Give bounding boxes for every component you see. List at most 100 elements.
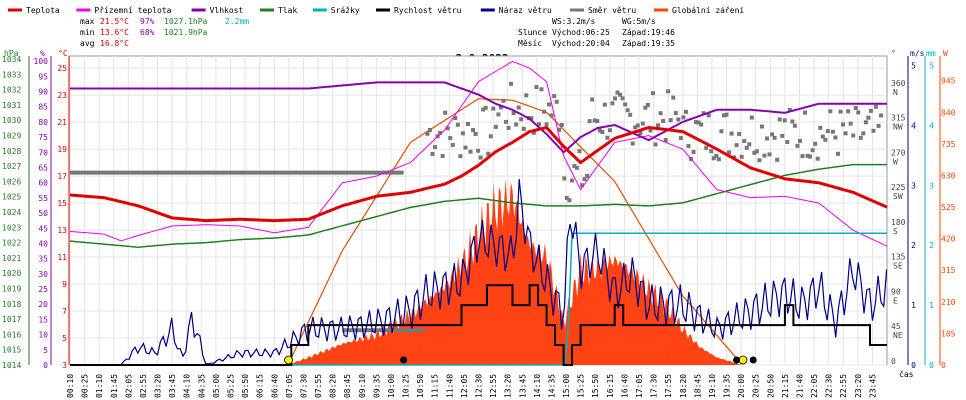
sun-moon-markers (284, 355, 757, 365)
radiation-theoretical-line (287, 98, 742, 366)
tick-percent-4: 80 (38, 118, 48, 127)
tick-rain-3: 2 (929, 241, 934, 250)
wind-direction-point-149 (803, 110, 808, 115)
wind-direction-point-67 (595, 119, 600, 124)
stats-min-press: 1021.9hPa (164, 28, 208, 37)
wind-direction-point-168 (851, 133, 856, 138)
stats-rain: 2.2mm (225, 17, 249, 26)
tick-radiation-1: 840 (941, 108, 956, 117)
tick-time-27: 12:05 (460, 374, 469, 398)
wind-direction-point-101 (681, 115, 686, 120)
wind-direction-point-62 (582, 177, 587, 182)
legend-label-3: Tlak (278, 6, 297, 15)
tick-time-1: 00:25 (81, 374, 90, 398)
wind-direction-point-82 (633, 125, 638, 130)
tick-time-12: 05:50 (241, 374, 250, 398)
wind-direction-point-61 (580, 183, 585, 188)
wind-direction-point-5 (438, 130, 443, 135)
tick-time-55: 23:45 (868, 374, 877, 398)
wind-direction-point-17 (468, 149, 473, 154)
axis-unit-direction: ° (891, 49, 896, 58)
wind-direction-point-84 (638, 131, 643, 136)
wind-direction-point-80 (628, 112, 633, 117)
tick-hpa-0: 1034 (2, 55, 21, 64)
wind-direction-point-145 (792, 123, 797, 128)
wind-direction-point-35 (514, 122, 519, 127)
tick-hpa-17: 1017 (2, 315, 21, 324)
wind-direction-point-9 (448, 136, 453, 141)
wind-direction-point-131 (757, 158, 762, 163)
wind-direction-point-95 (666, 89, 671, 94)
wind-direction-point-41 (529, 116, 534, 121)
wind-direction-point-11 (453, 116, 458, 121)
wind-direction-point-89 (650, 91, 655, 96)
stats-max-hum: 97% (140, 17, 155, 26)
moon-marker-2 (400, 356, 408, 364)
wind-direction-point-142 (785, 140, 790, 145)
series-layer (69, 60, 888, 366)
stats-max-temp: 21.5°C (100, 17, 129, 26)
wind-direction-point-139 (777, 117, 782, 122)
tick-radiation-4: 525 (941, 203, 956, 212)
plot-area (69, 55, 888, 366)
wind-direction-point-162 (835, 151, 840, 156)
tick-time-38: 16:40 (620, 374, 629, 398)
wind-direction-point-74 (612, 96, 617, 101)
legend-label-5: Rychlost větru (394, 6, 462, 15)
axis-unit-celsius: °C (58, 49, 68, 58)
wind-direction-point-47 (544, 122, 549, 127)
tick-percent-17: 15 (38, 315, 48, 324)
tick-time-15: 07:05 (285, 374, 294, 398)
wind-direction-point-83 (635, 123, 640, 128)
astro-sun-set: Západ:19:46 (622, 28, 675, 37)
wind-direction-point-79 (625, 108, 630, 113)
wind-direction-point-159 (828, 109, 833, 114)
wind-direction-point-37 (519, 117, 524, 122)
tick-celsius-10: 5 (62, 334, 67, 343)
right-axes: ° m/s mm W360N315NW270W225SW180S135SE90E45N… (891, 49, 956, 370)
wind-direction-point-179 (879, 113, 884, 118)
tick-direction-0: 360 (891, 79, 906, 88)
wind-direction-point-53 (559, 123, 564, 128)
tick-time-31: 13:45 (518, 374, 527, 398)
tick-direction-7: 45 (891, 322, 901, 331)
wind-direction-point-98 (673, 111, 678, 116)
tick-time-50: 21:40 (795, 374, 804, 398)
tick-rain-1: 4 (929, 121, 934, 130)
wind-direction-point-135 (767, 152, 772, 157)
legend: Teplota Přízemní teplota Vlhkost Tlak Srážky… (8, 6, 744, 15)
wind-direction-point-171 (858, 135, 863, 140)
tick-celsius-3: 19 (57, 145, 67, 154)
tick-time-0: 00:10 (66, 374, 75, 398)
tick-hpa-7: 1027 (2, 162, 21, 171)
wind-direction-point-93 (661, 118, 666, 123)
tick-hpa-8: 1026 (2, 177, 21, 186)
stats-min-temp: 13.6°C (100, 28, 129, 37)
axis-unit-radiation: W (943, 49, 948, 58)
wind-direction-point-172 (861, 131, 866, 136)
wind-direction-point-117 (721, 113, 726, 118)
wind-direction-point-111 (706, 113, 711, 118)
wind-direction-point-63 (585, 173, 590, 178)
wind-direction-point-140 (780, 133, 785, 138)
tick-direction-8: 0 (891, 357, 896, 366)
series-line-vlhkost (70, 81, 887, 154)
astro-moon-rise: Východ:20:04 (552, 39, 610, 48)
wind-direction-point-92 (658, 111, 663, 116)
tick-direction-4: 180 (891, 218, 906, 227)
stats-min-hum: 68% (140, 28, 155, 37)
wind-direction-point-56 (567, 198, 572, 203)
tick-celsius-6: 13 (57, 226, 67, 235)
wind-direction-point-158 (825, 129, 830, 134)
tick-direction-label-7: NE (893, 331, 903, 340)
astro-sun-label: Slunce (518, 28, 547, 37)
tick-wind-1: 4 (911, 121, 916, 130)
tick-rain-5: 0 (929, 361, 934, 370)
tick-celsius-7: 11 (57, 253, 67, 262)
wind-direction-point-99 (676, 117, 681, 122)
time-axis: 00:10 00:25 01:10 01:45 02:05 02:55 03:20 03:45… (66, 369, 914, 398)
wind-direction-point-164 (841, 122, 846, 127)
wind-direction-point-114 (714, 153, 719, 158)
wind-direction-point-165 (843, 131, 848, 136)
